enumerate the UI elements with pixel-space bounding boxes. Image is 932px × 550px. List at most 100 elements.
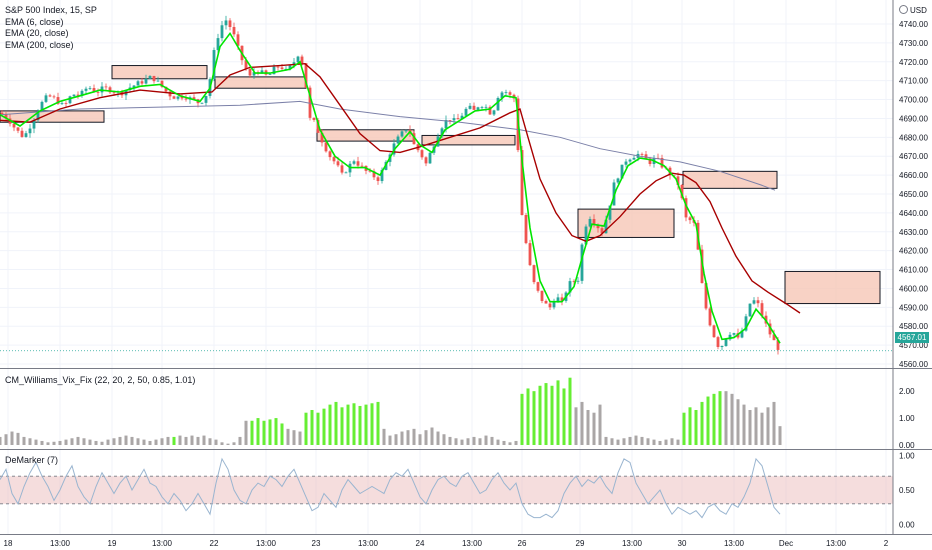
vix-bar-gray (580, 401, 584, 445)
candle-body (684, 198, 688, 218)
candle-body (688, 217, 692, 221)
candle-body (64, 103, 68, 104)
candle-body (400, 131, 404, 137)
vix-bar-gray (214, 439, 218, 445)
candle-body (52, 96, 56, 98)
candle-body (476, 107, 480, 110)
candle-body (580, 244, 584, 281)
candle-body (212, 50, 216, 80)
vix-bar-gray (598, 404, 602, 445)
candle-body (708, 308, 712, 326)
candle-body (88, 88, 92, 89)
vix-bar-green (700, 401, 704, 445)
vix-bar-gray (442, 434, 446, 445)
vix-bar-green (712, 393, 716, 445)
vix-bar-gray (232, 442, 236, 445)
vix-bar-gray (190, 435, 194, 445)
vix-bar-gray (184, 436, 188, 445)
vix-fix-title[interactable]: CM_Williams_Vix_Fix (22, 20, 2, 50, 0.85… (5, 375, 196, 385)
vix-bar-gray (400, 431, 404, 445)
candle-body (228, 20, 232, 27)
vix-bar-gray (220, 442, 224, 445)
demarker-series-line (0, 457, 781, 519)
vix-bar-gray (16, 432, 20, 445)
zone-rect (784, 270, 881, 305)
candle-body (332, 157, 336, 162)
candle-body (540, 290, 544, 302)
price-tick-label: 4630.00 (899, 228, 928, 237)
legend-ema20[interactable]: EMA (20, close) (5, 28, 69, 38)
candle-body (712, 325, 716, 338)
price-tick-label: 4610.00 (899, 266, 928, 275)
vix-bar-gray (394, 434, 398, 445)
vix-bar-gray (454, 438, 458, 445)
candle-body (176, 96, 180, 99)
time-tick-label: 22 (210, 539, 219, 548)
time-tick-label: 2 (884, 539, 889, 548)
candle-body (468, 105, 472, 109)
candle-body (184, 98, 188, 100)
vix-bar-green (550, 385, 554, 445)
vix-bar-gray (724, 391, 728, 445)
candle-body (136, 81, 140, 86)
vix-bar-gray (40, 440, 44, 445)
candle-body (300, 56, 304, 64)
legend-ema200[interactable]: EMA (200, close) (5, 39, 74, 50)
time-tick-label: 13:00 (622, 539, 643, 548)
ema6-line (0, 31, 781, 344)
candle-body (56, 97, 60, 104)
candle-body (320, 132, 324, 143)
vix-bar-gray (418, 434, 422, 445)
candle-body (200, 102, 204, 104)
last-price-tag: 4567.01 (895, 332, 929, 343)
candle-body (752, 300, 756, 304)
candle-body (20, 130, 24, 137)
vix-bar-gray (658, 440, 662, 445)
vix-bar-green (250, 420, 254, 445)
candle-body (496, 97, 500, 111)
vix-bar-gray (574, 407, 578, 445)
vix-bar-gray (754, 407, 758, 445)
vix-bar-gray (412, 428, 416, 445)
vix-bar-green (334, 401, 338, 445)
vix-bar-gray (64, 439, 68, 445)
candle-body (456, 118, 460, 120)
vix-bar-green (688, 407, 692, 445)
vix-bar-gray (430, 427, 434, 445)
candle-body (412, 133, 416, 145)
vix-bar-gray (76, 436, 80, 445)
vix-bar-gray (502, 440, 506, 445)
vix-bar-gray (736, 399, 740, 445)
time-tick-label: 26 (518, 539, 527, 548)
currency-label[interactable]: USD (899, 5, 927, 15)
candle-body (560, 297, 564, 301)
vix-bar-gray (748, 410, 752, 445)
candle-body (728, 334, 732, 340)
candle-body (16, 127, 20, 131)
candle-body (440, 128, 444, 137)
vix-bar-gray (472, 436, 476, 445)
demarker-title[interactable]: DeMarker (7) (5, 455, 59, 465)
candle-body (0, 112, 4, 115)
candle-body (404, 129, 408, 132)
demarker-band (0, 476, 893, 504)
candle-body (660, 157, 664, 168)
candle-body (152, 75, 156, 82)
legend-ema6[interactable]: EMA (6, close) (5, 16, 64, 27)
vix-bar-green (364, 404, 368, 445)
candle-body (28, 128, 32, 134)
candle-body (492, 110, 496, 115)
vix-bar-gray (508, 442, 512, 445)
zone-rect (214, 76, 307, 89)
candle-body (604, 219, 608, 234)
demarker-line (0, 457, 893, 519)
candle-body (428, 152, 432, 164)
candle-body (216, 38, 220, 51)
vix-bar-green (562, 388, 566, 445)
candle-body (132, 85, 136, 88)
vix-bar-gray (742, 404, 746, 445)
vix-bar-green (358, 405, 362, 445)
candle-body (680, 184, 684, 199)
candle-body (484, 106, 488, 108)
vix-bar-green (532, 391, 536, 445)
